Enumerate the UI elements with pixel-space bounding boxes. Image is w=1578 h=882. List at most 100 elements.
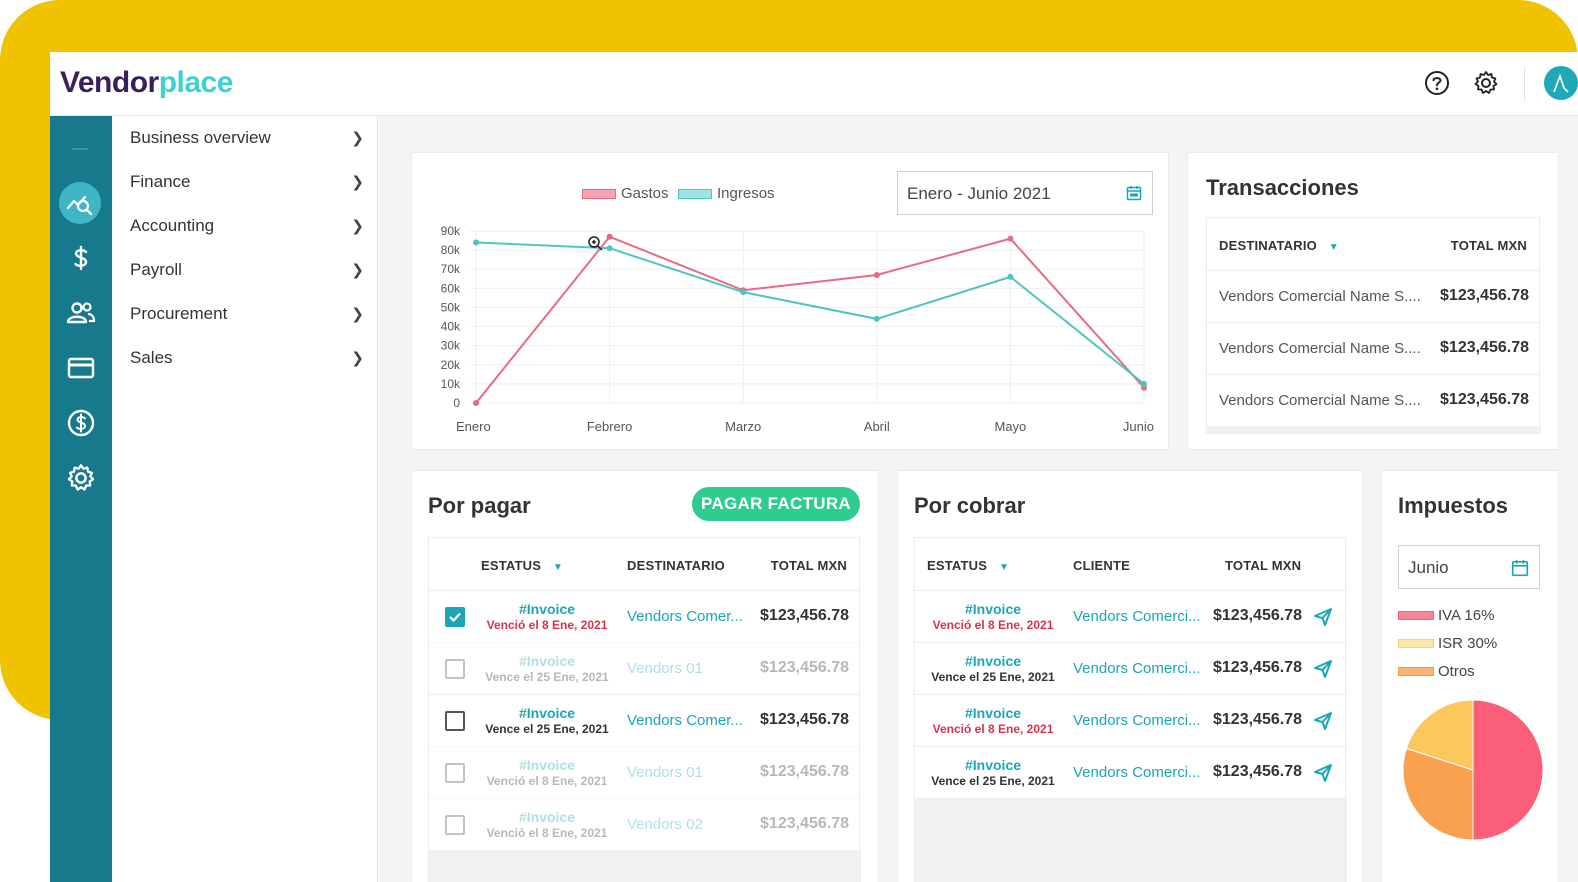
- avatar[interactable]: [1544, 66, 1578, 100]
- sidebar-item-business-overview[interactable]: Business overview ❯: [130, 123, 364, 153]
- x-tick-label: Febrero: [587, 419, 633, 434]
- invoice-status[interactable]: #Invoice Vence el 25 Ene, 2021: [477, 705, 617, 737]
- invoice-link[interactable]: #Invoice: [518, 705, 576, 721]
- brand-logo[interactable]: Vendorplace: [60, 66, 233, 100]
- table-row[interactable]: #Invoice Venció el 8 Ene, 2021 Vendors C…: [915, 694, 1347, 746]
- sidebar-item-procurement[interactable]: Procurement ❯: [130, 299, 364, 329]
- series-line-gastos: [475, 235, 1145, 404]
- sidebar-item-finance[interactable]: Finance ❯: [130, 167, 364, 197]
- sidebar-icon-rail: [50, 116, 112, 882]
- legend-iva[interactable]: IVA 16%: [1398, 607, 1494, 624]
- invoice-due: Vence el 25 Ene, 2021: [485, 722, 609, 736]
- analytics-icon: [66, 195, 93, 216]
- rail-item-settings[interactable]: [62, 459, 100, 497]
- rail-item-coin[interactable]: [62, 404, 100, 442]
- pie-slice-otros[interactable]: [1402, 747, 1474, 841]
- col-cliente-header: CLIENTE: [1073, 558, 1131, 573]
- row-dest[interactable]: Vendors 01: [627, 660, 703, 677]
- legend-ingresos[interactable]: Ingresos: [678, 185, 775, 202]
- row-dest[interactable]: Vendors Comer...: [627, 712, 743, 729]
- table-row[interactable]: #Invoice Venció el 8 Ene, 2021 Vendors C…: [429, 590, 861, 642]
- invoice-link[interactable]: #Invoice: [518, 601, 576, 617]
- invoice-link[interactable]: #Invoice: [964, 653, 1022, 669]
- rail-item-card[interactable]: [62, 349, 100, 387]
- invoice-status[interactable]: #Invoice Vence el 25 Ene, 2021: [923, 757, 1063, 789]
- por-cobrar-title: Por cobrar: [914, 493, 1026, 518]
- legend-label: Ingresos: [717, 185, 775, 202]
- invoice-link[interactable]: #Invoice: [964, 757, 1022, 773]
- row-dest[interactable]: Vendors Comer...: [627, 608, 743, 625]
- rail-item-analytics[interactable]: [59, 182, 101, 224]
- month-picker[interactable]: Junio: [1398, 545, 1540, 589]
- data-point: [606, 233, 613, 240]
- sidebar-item-payroll[interactable]: Payroll ❯: [130, 255, 364, 285]
- row-total: $123,456.78: [1440, 339, 1529, 356]
- legend-isr[interactable]: ISR 30%: [1398, 635, 1497, 652]
- send-icon[interactable]: [1313, 763, 1333, 783]
- col-destinatario-header[interactable]: DESTINATARIO ▼: [1219, 238, 1339, 253]
- col-destinatario-header: DESTINATARIO: [627, 558, 725, 573]
- table-row[interactable]: Vendors Comercial Name S.... $123,456.78: [1207, 270, 1541, 322]
- send-icon[interactable]: [1313, 711, 1333, 731]
- invoice-status[interactable]: #Invoice Vence el 25 Ene, 2021: [923, 653, 1063, 685]
- date-range-picker[interactable]: Enero - Junio 2021: [897, 171, 1153, 215]
- send-icon[interactable]: [1313, 659, 1333, 679]
- send-icon[interactable]: [1313, 607, 1333, 627]
- legend-otros[interactable]: Otros: [1398, 663, 1475, 680]
- chevron-right-icon: ❯: [351, 174, 364, 191]
- row-dest[interactable]: Vendors 02: [627, 816, 703, 833]
- col-estatus-header[interactable]: ESTATUS ▼: [481, 558, 563, 573]
- row-client[interactable]: Vendors Comerci...: [1073, 712, 1201, 729]
- chevron-right-icon: ❯: [351, 306, 364, 323]
- invoice-status[interactable]: #Invoice Venció el 8 Ene, 2021: [923, 601, 1063, 633]
- invoice-link[interactable]: #Invoice: [518, 653, 576, 669]
- data-point: [1141, 380, 1147, 387]
- table-row[interactable]: Vendors Comercial Name S.... $123,456.78: [1207, 374, 1541, 426]
- table-row[interactable]: #Invoice Venció el 8 Ene, 2021 Vendors 0…: [429, 798, 861, 850]
- invoice-status[interactable]: #Invoice Venció el 8 Ene, 2021: [477, 601, 617, 633]
- invoice-due: Venció el 8 Ene, 2021: [932, 618, 1054, 632]
- row-checkbox[interactable]: [445, 607, 465, 627]
- legend-swatch: [1398, 667, 1434, 676]
- invoice-link[interactable]: #Invoice: [518, 757, 576, 773]
- table-row[interactable]: Vendors Comercial Name S.... $123,456.78: [1207, 322, 1541, 374]
- gear-icon[interactable]: [1473, 70, 1499, 96]
- table-row[interactable]: #Invoice Venció el 8 Ene, 2021 Vendors C…: [915, 590, 1347, 642]
- rail-item-users[interactable]: [62, 294, 100, 332]
- rail-item-dollar[interactable]: [62, 239, 100, 277]
- table-row[interactable]: #Invoice Venció el 8 Ene, 2021 Vendors 0…: [429, 746, 861, 798]
- invoice-link[interactable]: #Invoice: [518, 809, 576, 825]
- row-checkbox[interactable]: [445, 815, 465, 835]
- row-checkbox[interactable]: [445, 711, 465, 731]
- legend-gastos[interactable]: Gastos: [582, 185, 669, 202]
- sidebar-item-label: Payroll: [130, 260, 182, 279]
- row-client[interactable]: Vendors Comerci...: [1073, 660, 1201, 677]
- sidebar-item-sales[interactable]: Sales ❯: [130, 343, 364, 373]
- y-tick-label: 50k: [441, 300, 461, 314]
- row-checkbox[interactable]: [445, 763, 465, 783]
- invoice-status[interactable]: #Invoice Venció el 8 Ene, 2021: [477, 809, 617, 841]
- row-client[interactable]: Vendors Comerci...: [1073, 764, 1201, 781]
- table-row[interactable]: #Invoice Vence el 25 Ene, 2021 Vendors C…: [915, 642, 1347, 694]
- legend-label: Otros: [1438, 663, 1475, 680]
- col-estatus-header[interactable]: ESTATUS ▼: [927, 558, 1009, 573]
- pie-slice-iva[interactable]: [1472, 699, 1544, 841]
- row-dest[interactable]: Vendors 01: [627, 764, 703, 781]
- pie-slice-isr[interactable]: [1405, 699, 1474, 771]
- data-point: [473, 239, 479, 246]
- invoice-link[interactable]: #Invoice: [964, 705, 1022, 721]
- sidebar-item-accounting[interactable]: Accounting ❯: [130, 211, 364, 241]
- sidebar-item-label: Accounting: [130, 216, 215, 235]
- col-label: ESTATUS: [927, 558, 988, 573]
- invoice-status[interactable]: #Invoice Venció el 8 Ene, 2021: [923, 705, 1063, 737]
- help-circle-icon[interactable]: [1424, 70, 1450, 96]
- invoice-status[interactable]: #Invoice Venció el 8 Ene, 2021: [477, 757, 617, 789]
- row-checkbox[interactable]: [445, 659, 465, 679]
- table-row[interactable]: #Invoice Vence el 25 Ene, 2021 Vendors C…: [429, 694, 861, 746]
- table-row[interactable]: #Invoice Vence el 25 Ene, 2021 Vendors 0…: [429, 642, 861, 694]
- invoice-status[interactable]: #Invoice Vence el 25 Ene, 2021: [477, 653, 617, 685]
- table-row[interactable]: #Invoice Vence el 25 Ene, 2021 Vendors C…: [915, 746, 1347, 798]
- pagar-factura-button[interactable]: PAGAR FACTURA: [692, 487, 860, 521]
- invoice-link[interactable]: #Invoice: [964, 601, 1022, 617]
- row-client[interactable]: Vendors Comerci...: [1073, 608, 1201, 625]
